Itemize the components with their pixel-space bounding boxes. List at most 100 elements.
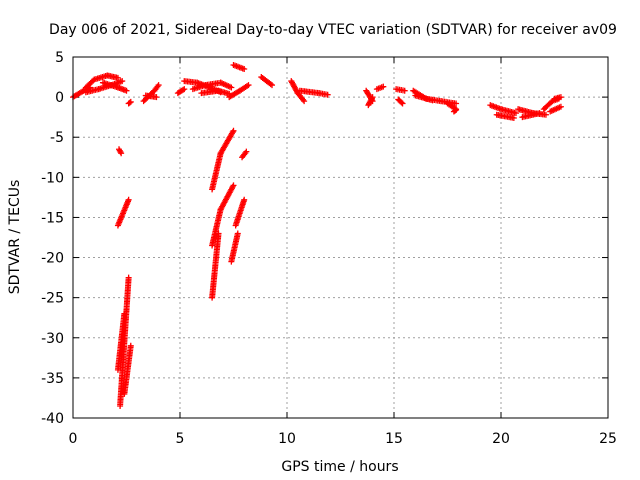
y-tick-label: -25 — [41, 291, 64, 307]
data-point — [453, 100, 460, 107]
data-point — [368, 95, 375, 102]
series-arc-40 — [547, 103, 564, 115]
series-arc-33 — [412, 92, 436, 104]
data-point — [181, 86, 188, 93]
data-point — [234, 230, 241, 237]
y-tick-label: 5 — [55, 50, 64, 66]
series-arc-21 — [228, 230, 241, 265]
y-tick-label: -10 — [41, 170, 64, 186]
data-point — [324, 91, 331, 98]
data-point — [557, 103, 564, 110]
plot-frame — [72, 56, 609, 419]
series-arc-10 — [140, 82, 162, 105]
data-point — [119, 78, 126, 85]
series-arc-22 — [232, 196, 248, 229]
data-point — [269, 82, 276, 89]
y-tick-label: -5 — [50, 130, 64, 146]
data-point — [153, 94, 160, 101]
series-arc-08 — [117, 274, 132, 409]
data-point — [451, 107, 458, 114]
series-arc-23 — [239, 148, 250, 161]
data-point — [399, 100, 406, 107]
x-tick-label: 15 — [385, 431, 403, 447]
series-arc-26 — [296, 87, 331, 98]
data-point — [542, 111, 549, 118]
series-arc-12 — [174, 86, 188, 97]
series-arc-38 — [519, 110, 543, 121]
data-point — [512, 110, 519, 117]
data-point — [243, 148, 250, 155]
data-point — [453, 106, 460, 113]
series-arc-19 — [209, 182, 237, 249]
data-point — [398, 99, 405, 106]
data-point — [245, 82, 252, 89]
series-arc-15 — [198, 87, 233, 97]
data-point — [300, 96, 307, 103]
series-arc-06 — [114, 196, 132, 229]
data-point — [127, 98, 134, 105]
series-arc-17 — [230, 62, 248, 73]
data-point — [241, 66, 248, 73]
y-tick-label: -20 — [41, 251, 64, 267]
y-tick-label: -35 — [41, 371, 64, 387]
series-arc-42 — [125, 98, 134, 107]
data-point — [510, 114, 517, 121]
data-point — [429, 97, 436, 104]
series-arc-07 — [114, 310, 128, 373]
series-arc-36 — [493, 111, 517, 121]
series-arc-41 — [551, 94, 564, 102]
data-point — [126, 99, 133, 106]
series-arc-25 — [288, 78, 308, 105]
data-point — [369, 94, 376, 101]
data-point — [127, 342, 134, 349]
x-tick-label: 5 — [176, 431, 185, 447]
data-point — [125, 196, 132, 203]
series-arc-28 — [365, 94, 376, 109]
series-arc-05 — [116, 146, 125, 157]
data-point — [536, 110, 543, 117]
data-point — [557, 94, 564, 101]
data-point — [267, 81, 274, 88]
series-arc-18 — [209, 127, 237, 193]
data-point — [215, 230, 222, 237]
series-arc-35 — [487, 102, 519, 117]
y-tick-label: 0 — [55, 90, 64, 106]
series-arc-29 — [373, 83, 387, 93]
y-tick-label: -30 — [41, 331, 64, 347]
data-point — [228, 84, 235, 91]
x-tick-label: 0 — [69, 431, 78, 447]
data-point — [117, 148, 124, 155]
y-axis-label: SDTVAR / TECUs — [7, 180, 23, 295]
series-arc-20 — [209, 230, 222, 301]
data-point — [241, 196, 248, 203]
series-arc-16 — [226, 82, 252, 101]
y-tick-label: -40 — [41, 411, 64, 427]
data-point — [230, 127, 237, 134]
data-point — [123, 87, 130, 94]
tick-layer: 0 5 10 15 20 25 5 0 -5 -10 -15 -20 -25 -30 -35 -40 — [41, 50, 617, 447]
series-arc-30 — [393, 86, 408, 94]
x-tick-label: 25 — [599, 431, 617, 447]
x-tick-label: 10 — [278, 431, 296, 447]
x-axis-label: GPS time / hours — [281, 459, 398, 475]
chart-title: Day 006 of 2021, Sidereal Day-to-day VTE… — [49, 22, 617, 38]
data-point — [401, 87, 408, 94]
series-arc-31 — [395, 96, 406, 107]
grid-layer — [73, 57, 608, 418]
data-point — [380, 83, 387, 90]
series-arc-43 — [450, 106, 460, 115]
x-tick-label: 20 — [492, 431, 510, 447]
series-arc-04 — [99, 79, 130, 94]
series-arc-09 — [121, 342, 134, 397]
data-point — [301, 98, 308, 105]
data-point — [125, 274, 132, 281]
series-arc-14 — [189, 79, 235, 93]
series-arc-11 — [142, 92, 160, 101]
data-point — [179, 86, 186, 93]
y-tick-label: -15 — [41, 210, 64, 226]
data-point — [118, 150, 125, 157]
data-point — [155, 82, 162, 89]
data-point — [230, 182, 237, 189]
marks-layer — [70, 62, 564, 409]
